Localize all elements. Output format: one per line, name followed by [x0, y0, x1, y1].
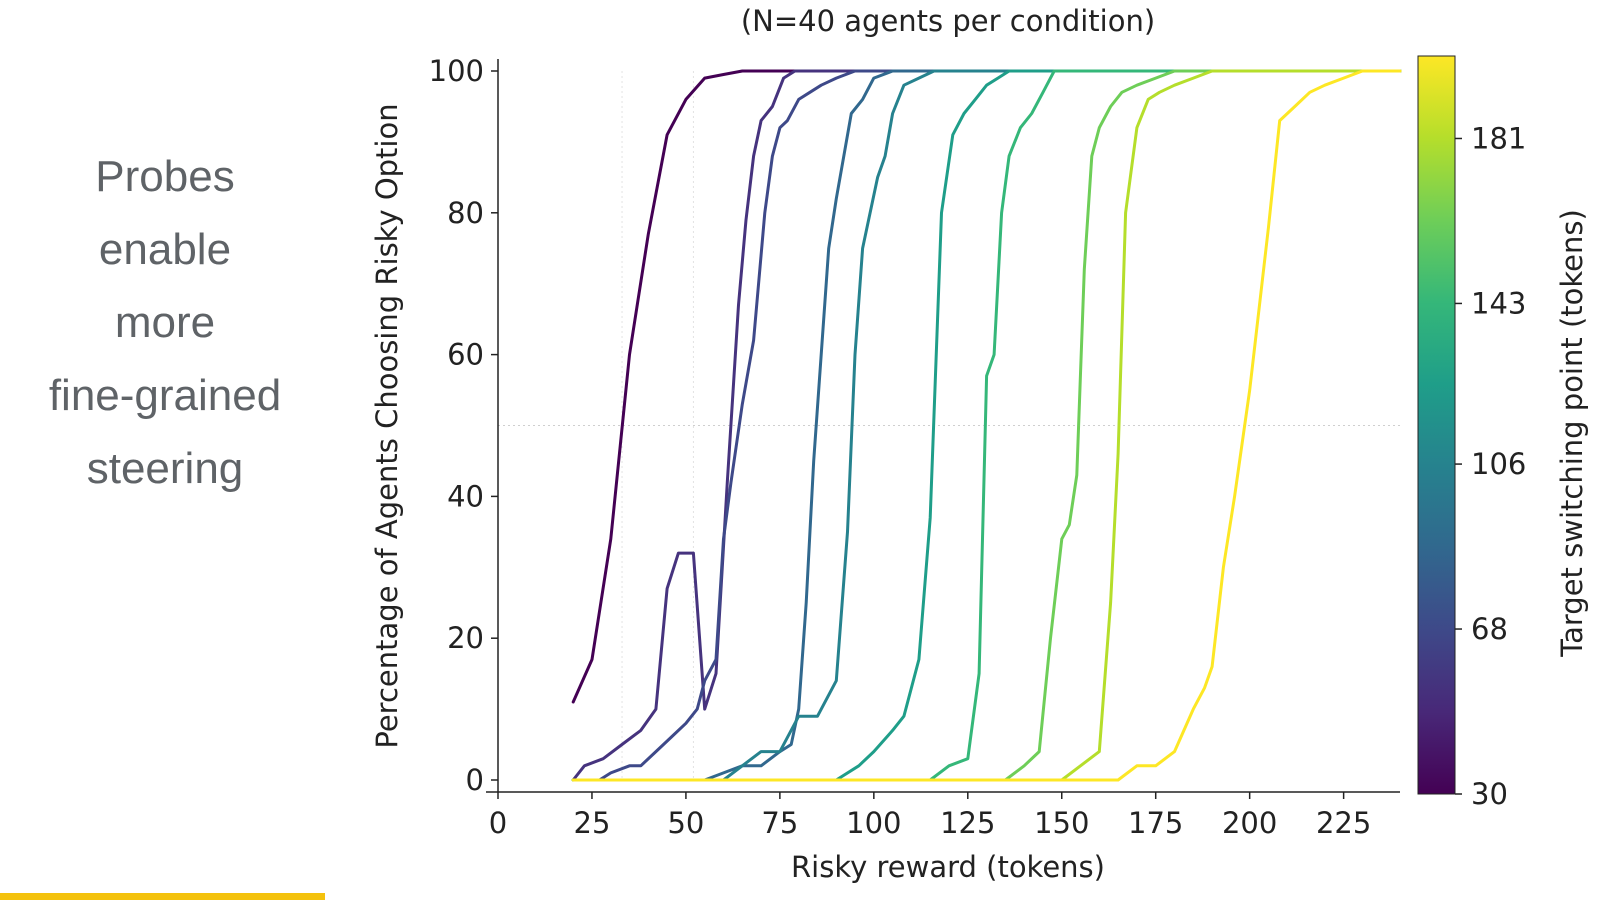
reference-lines — [498, 71, 1400, 780]
slide-caption: Probes enable more fine-grained steering — [0, 140, 330, 505]
colorbar-tick-label: 68 — [1471, 612, 1508, 646]
caption-line: enable — [98, 225, 232, 274]
caption-line: Probes — [95, 152, 235, 201]
series-line — [571, 69, 1402, 782]
series-line — [571, 69, 1402, 782]
y-tick-label: 60 — [447, 338, 484, 372]
colorbar-tick-label: 143 — [1471, 286, 1526, 320]
series-line — [571, 69, 1402, 704]
colorbar-ticks: 30 68 106 143 181 — [1455, 121, 1526, 811]
x-tick-label: 200 — [1222, 806, 1277, 840]
y-axis-label: Percentage of Agents Choosing Risky Opti… — [370, 103, 404, 748]
series-line — [571, 69, 1402, 782]
caption-line: fine-grained — [48, 371, 282, 420]
colorbar-tick-label: 106 — [1471, 447, 1526, 481]
colorbar-label: Target switching point (tokens) — [1555, 209, 1589, 658]
x-tick-label: 150 — [1034, 806, 1089, 840]
x-tick-label: 50 — [667, 806, 704, 840]
series-line — [571, 69, 1402, 782]
y-tick-label: 100 — [429, 54, 484, 88]
x-tick-label: 175 — [1128, 806, 1183, 840]
accent-bar — [0, 893, 325, 900]
series-line — [571, 69, 1402, 782]
y-axis-ticks: 0 20 40 60 80 100 — [429, 54, 498, 797]
x-axis-ticks: 0 25 50 75 100 125 150 175 200 225 — [489, 792, 1371, 840]
colorbar-tick-label: 30 — [1471, 777, 1508, 811]
x-tick-label: 75 — [761, 806, 798, 840]
x-tick-label: 100 — [846, 806, 901, 840]
series-line — [571, 69, 1402, 782]
colorbar-tick-label: 181 — [1471, 121, 1526, 155]
y-tick-label: 0 — [466, 763, 484, 797]
y-tick-label: 20 — [447, 621, 484, 655]
x-tick-label: 0 — [489, 806, 507, 840]
x-tick-label: 125 — [940, 806, 995, 840]
caption-line: steering — [86, 444, 244, 493]
x-tick-label: 225 — [1316, 806, 1371, 840]
series-line — [571, 69, 1402, 782]
colorbar — [1417, 55, 1456, 795]
series-line — [571, 69, 1402, 782]
caption-line: more — [114, 298, 216, 347]
series-layer — [571, 69, 1402, 782]
series-line — [571, 69, 1402, 782]
x-axis-label: Risky reward (tokens) — [791, 850, 1105, 884]
y-tick-label: 80 — [447, 196, 484, 230]
chart-title: (N=40 agents per condition) — [741, 4, 1155, 38]
axes — [486, 59, 1400, 793]
x-tick-label: 25 — [574, 806, 611, 840]
y-tick-label: 40 — [447, 479, 484, 513]
